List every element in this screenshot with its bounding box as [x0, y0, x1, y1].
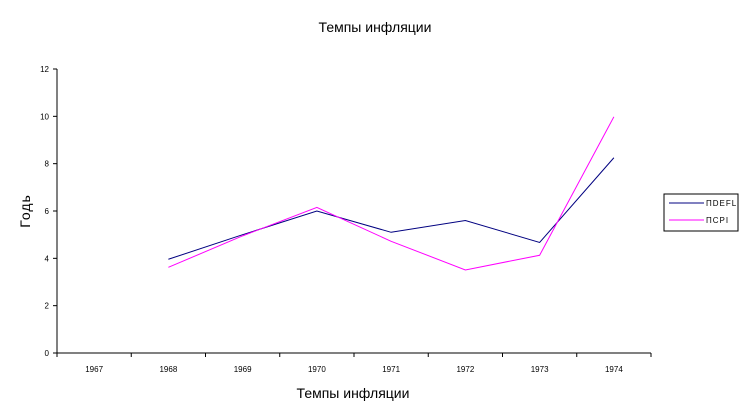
- y-tick-label: 2: [45, 302, 50, 311]
- x-axis-label: Темпы инфляции: [297, 385, 410, 401]
- y-tick-label: 10: [40, 112, 49, 121]
- chart-title: Темпы инфляции: [319, 19, 432, 35]
- series-line-ПCPI: [168, 116, 615, 271]
- y-axis-label: Годь: [17, 194, 33, 228]
- y-tick-label: 8: [45, 160, 50, 169]
- y-tick-label: 0: [45, 349, 50, 358]
- y-tick-label: 4: [45, 254, 50, 263]
- x-tick-label: 1967: [85, 365, 103, 374]
- x-tick-label: 1973: [531, 365, 549, 374]
- x-tick-label: 1971: [382, 365, 400, 374]
- y-tick-label: 12: [40, 65, 49, 74]
- x-tick-label: 1968: [159, 365, 177, 374]
- series-line-ПDEFL: [168, 157, 615, 260]
- x-tick-label: 1974: [605, 365, 623, 374]
- legend-label: ПDEFL: [706, 199, 737, 208]
- x-tick-label: 1969: [234, 365, 252, 374]
- x-tick-label: 1970: [308, 365, 326, 374]
- x-tick-label: 1972: [456, 365, 474, 374]
- y-tick-label: 6: [45, 207, 50, 216]
- legend-box: [663, 193, 739, 232]
- legend-label: ПCPI: [706, 216, 729, 225]
